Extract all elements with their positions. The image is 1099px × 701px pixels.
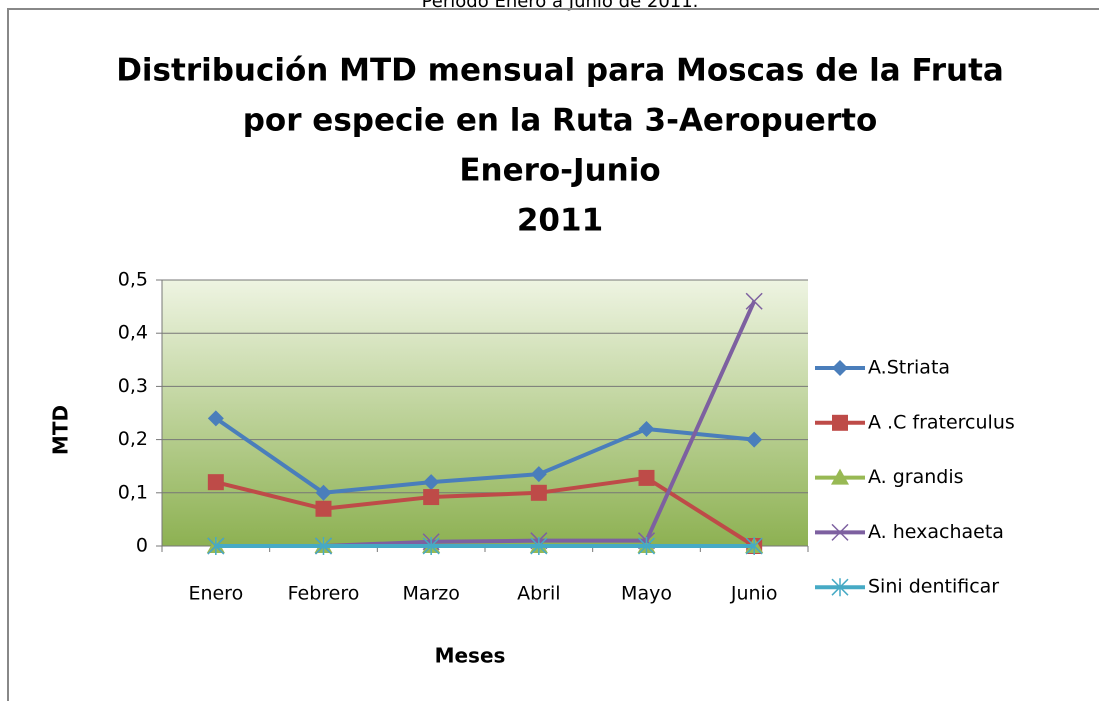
- plot-area: [162, 280, 808, 546]
- x-tick-label: Abril: [517, 583, 560, 605]
- marker: [832, 414, 848, 431]
- x-tick-label: Marzo: [402, 583, 459, 605]
- frame: [7, 8, 1099, 701]
- marker: [207, 410, 224, 427]
- marker: [638, 469, 655, 486]
- chart-title: por especie en la Ruta 3-Aeropuerto: [243, 103, 878, 139]
- marker: [530, 466, 547, 483]
- marker: [530, 484, 547, 501]
- marker: [638, 420, 655, 437]
- y-tick-label: 0,3: [118, 375, 148, 397]
- x-tick-label: Febrero: [288, 583, 360, 605]
- marker: [745, 292, 763, 310]
- legend-label: Sini dentificar: [868, 576, 999, 598]
- marker: [831, 578, 849, 597]
- x-tick-label: Junio: [730, 583, 778, 605]
- x-axis-title: Meses: [435, 644, 506, 668]
- chart-title: 2011: [517, 203, 603, 239]
- x-tick-label: Enero: [188, 583, 243, 605]
- marker: [314, 537, 333, 555]
- marker: [832, 360, 848, 376]
- legend-label: A. grandis: [868, 466, 964, 488]
- series-line: [214, 416, 755, 495]
- y-axis-title: MTD: [49, 405, 73, 455]
- legend-label: A.Striata: [868, 357, 950, 379]
- x-tick-label: Mayo: [621, 583, 672, 605]
- marker: [315, 500, 332, 517]
- legend-label: A .C fraterculus: [868, 411, 1015, 433]
- marker: [831, 468, 849, 485]
- chart-title: Distribución MTD mensual para Moscas de …: [116, 53, 1004, 89]
- marker: [637, 537, 656, 555]
- marker: [207, 537, 225, 555]
- page-note: Periodo Enero a Junio de 2011.: [422, 0, 699, 12]
- marker: [746, 431, 763, 448]
- y-tick-label: 0,4: [118, 322, 148, 344]
- marker: [530, 537, 548, 555]
- chart-title: Enero-Junio: [459, 153, 660, 189]
- marker: [831, 523, 849, 541]
- marker: [745, 537, 763, 555]
- y-tick-label: 0,2: [118, 428, 148, 450]
- marker: [207, 474, 224, 491]
- marker: [422, 537, 440, 555]
- y-tick-label: 0: [136, 535, 148, 557]
- marker: [423, 489, 440, 506]
- marker: [315, 484, 332, 501]
- y-tick-label: 0,1: [118, 481, 148, 503]
- series-line: [215, 475, 756, 548]
- y-tick-label: 0,5: [118, 269, 148, 291]
- marker: [423, 474, 440, 491]
- legend-label: A. hexachaeta: [868, 521, 1004, 543]
